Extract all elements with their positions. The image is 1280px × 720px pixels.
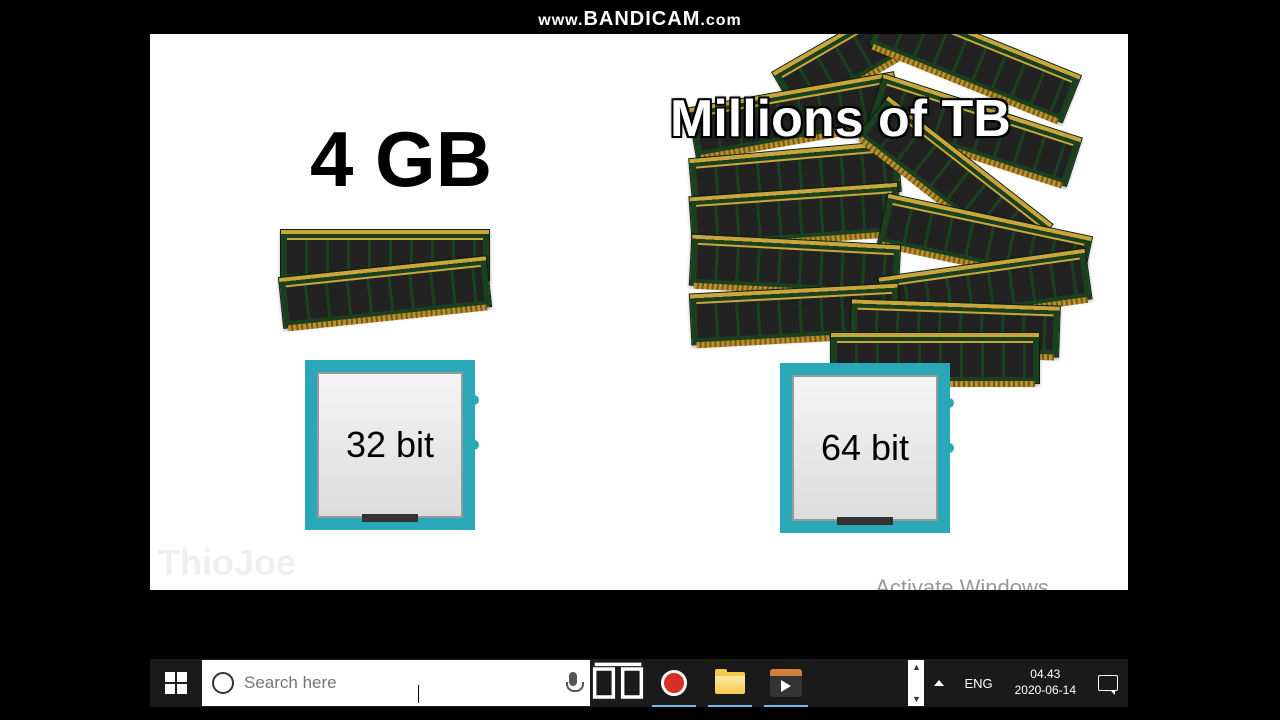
search-input[interactable] [244,673,556,693]
notifications-button[interactable] [1088,659,1128,707]
taskbar: ▲▼ ENG 04.43 2020-06-14 [150,659,1128,707]
text-cursor [418,685,419,703]
search-box[interactable] [202,660,590,706]
windows-icon [165,672,187,694]
start-button[interactable] [150,659,202,707]
task-view-icon [590,655,646,711]
cpu-64bit: 64 bit [780,363,950,533]
tray-overflow-button[interactable] [924,659,954,707]
record-icon [661,670,687,696]
folder-icon [715,672,745,694]
channel-watermark: ThioJoe [158,542,296,584]
right-label: Millions of TB [670,89,1011,149]
clock-date: 2020-06-14 [1015,683,1076,699]
system-tray: ▲▼ ENG 04.43 2020-06-14 [908,659,1128,707]
recorder-watermark: www.BANDICAM.com [538,8,741,31]
left-label: 4 GB [310,114,492,205]
taskbar-app-recorder[interactable] [646,659,702,707]
cortana-icon [212,672,234,694]
cpu-label: 64 bit [792,375,938,521]
language-indicator[interactable]: ENG [954,659,1002,707]
clock[interactable]: 04.43 2020-06-14 [1003,667,1088,698]
cpu-label: 32 bit [317,372,463,518]
chevron-up-icon [934,680,944,686]
tray-scroll[interactable]: ▲▼ [908,660,924,706]
activate-windows-overlay: Activate Windows Go to Settings to activ… [875,575,1112,590]
video-player-icon [770,669,802,697]
activate-title: Activate Windows [875,575,1112,590]
clock-time: 04.43 [1015,667,1076,683]
video-content: 4 GB Millions of TB 32 bit 64 bit ThioJo… [150,34,1128,590]
task-view-button[interactable] [590,659,646,707]
cpu-32bit: 32 bit [305,360,475,530]
taskbar-app-explorer[interactable] [702,659,758,707]
microphone-icon[interactable] [566,672,580,694]
taskbar-app-video[interactable] [758,659,814,707]
notification-icon [1098,675,1118,691]
